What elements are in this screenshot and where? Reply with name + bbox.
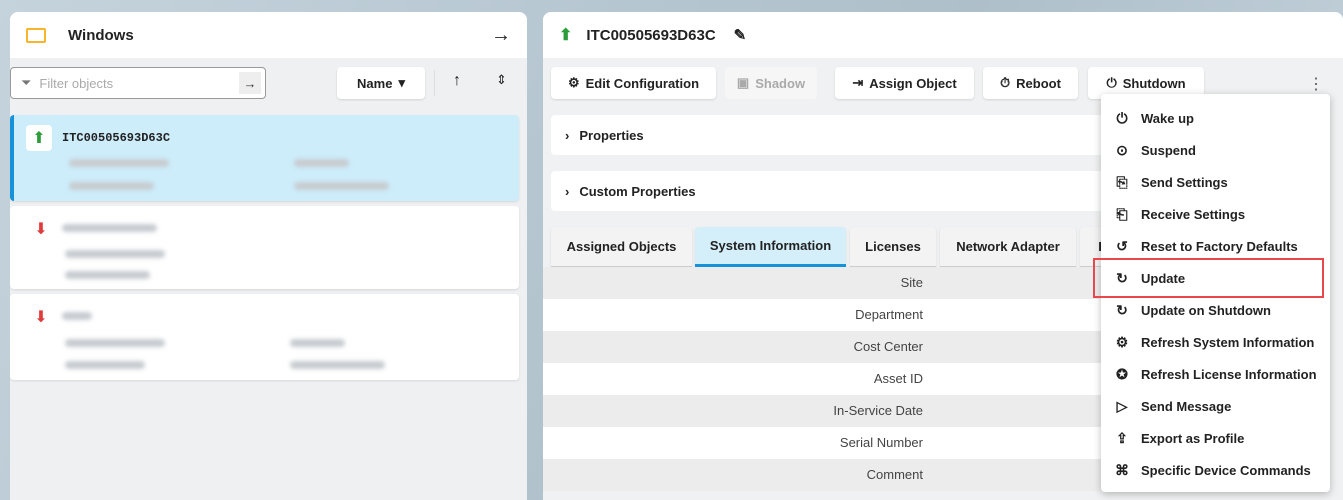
power-icon: ⏻ [1106,75,1117,90]
edit-pencil-icon[interactable]: ✎ [733,27,747,44]
sort-dropdown[interactable]: Name ▾ [337,67,425,99]
list-item[interactable]: ⬆ ITC00505693D63C [10,115,519,201]
menu-item-label: Send Settings [1141,174,1228,190]
refresh-icon: ↻ [1116,301,1128,318]
button-label: Shutdown [1122,75,1186,91]
device-online-icon: ⬆ [559,27,573,44]
menu-item-refresh-license-information[interactable]: ✪ Refresh License Information [1101,358,1330,390]
custom-properties-section[interactable]: › Custom Properties [551,171,1111,211]
panel-title: Windows [68,26,134,44]
sort-label: Name [357,75,393,91]
tab-assigned-objects[interactable]: Assigned Objects [551,227,692,267]
filter-submit-button[interactable]: → [239,72,261,94]
shadow-button[interactable]: ▣ Shadow [725,67,817,99]
folder-icon [26,27,46,43]
menu-item-send-settings[interactable]: ⎘ Send Settings [1101,166,1330,198]
menu-item-label: Wake up [1141,110,1194,126]
section-label: Custom Properties [579,183,696,199]
filter-icon: ⏷ [21,75,32,90]
tab-network-adapter[interactable]: Network Adapter [940,227,1076,267]
section-label: Properties [579,127,644,143]
more-options-icon[interactable]: ⋮ [1308,76,1324,93]
button-label: Assign Object [869,75,957,91]
menu-item-label: Update on Shutdown [1141,302,1271,318]
menu-item-label: Suspend [1141,142,1196,158]
menu-item-export-as-profile[interactable]: ⇪ Export as Profile [1101,422,1330,454]
menu-item-label: Receive Settings [1141,206,1246,222]
field-row: Department [543,299,1103,331]
menu-item-refresh-system-information[interactable]: ⚙ Refresh System Information [1101,326,1330,358]
menu-item-reset-to-factory-defaults[interactable]: ↺ Reset to Factory Defaults [1101,230,1330,262]
properties-section[interactable]: › Properties [551,115,1111,155]
menu-item-update-on-shutdown[interactable]: ↻ Update on Shutdown [1101,294,1330,326]
shutdown-button[interactable]: ⏻ Shutdown [1088,67,1204,99]
caret-down-icon: ▾ [398,75,405,90]
export-icon: ⇪ [1116,429,1128,446]
edit-configuration-button[interactable]: ⚙ Edit Configuration [551,67,716,99]
menu-item-label: Reset to Factory Defaults [1141,238,1298,254]
field-row: In-Service Date [543,395,1103,427]
tab-licenses[interactable]: Licenses [850,227,936,267]
item-name: ITC00505693D63C [62,131,171,145]
chevron-right-icon: › [565,183,570,199]
monitor-icon: ▣ [736,75,750,90]
menu-item-send-message[interactable]: ▷ Send Message [1101,390,1330,422]
gears-icon: ⚙ [1115,333,1129,350]
list-item[interactable]: ⬇ [10,206,519,289]
menu-item-label: Refresh License Information [1141,366,1317,382]
menu-item-specific-device-commands[interactable]: ⌘ Specific Device Commands [1101,454,1330,486]
device-online-icon: ⬆ [26,125,52,151]
menu-item-label: Export as Profile [1141,430,1245,446]
suspend-icon: ⊙ [1116,141,1128,158]
menu-item-label: Refresh System Information [1141,334,1315,350]
list-item[interactable]: ⬇ [10,294,519,380]
field-row: Cost Center [543,331,1103,363]
expand-arrow-icon[interactable]: → [491,23,511,46]
chevron-right-icon: › [565,127,570,143]
button-label: Shadow [755,75,806,91]
filter-input[interactable]: ⏷ Filter objects → [10,67,266,99]
detail-title: ITC00505693D63C [586,26,716,44]
button-label: Reboot [1016,75,1061,91]
menu-item-label: Specific Device Commands [1141,462,1311,478]
field-row: Serial Number [543,427,1103,459]
receive-settings-icon: ⎗ [1116,205,1128,222]
send-settings-icon: ⎘ [1116,173,1128,190]
send-icon: ▷ [1116,397,1128,414]
panel-header: Windows → [10,12,527,58]
button-label: Edit Configuration [585,75,700,91]
menu-item-label: Update [1141,270,1186,286]
menu-item-wake-up[interactable]: ⏻ Wake up [1101,102,1330,134]
actions-menu: ⏻ Wake up ⊙ Suspend ⎘ Send Settings ⎗ Receive S… [1101,94,1330,492]
tab-system-information[interactable]: System Information [695,227,846,267]
detail-header: ⬆ ITC00505693D63C ✎ [543,12,1343,58]
timer-icon: ⏱ [1000,75,1011,90]
sort-ascending-icon[interactable]: ↑ [453,72,461,89]
field-row: Asset ID [543,363,1103,395]
assign-icon: ⇥ [852,75,864,90]
field-row: Site [543,267,1103,299]
device-offline-icon: ⬇ [34,309,48,326]
reset-icon: ↺ [1116,237,1128,254]
device-offline-icon: ⬇ [34,221,48,238]
field-row: Comment [543,459,1103,491]
reboot-button[interactable]: ⏱ Reboot [983,67,1078,99]
menu-item-update[interactable]: ↻ Update [1101,262,1330,294]
filter-placeholder: Filter objects [39,75,114,91]
divider [434,70,435,96]
assign-object-button[interactable]: ⇥ Assign Object [835,67,974,99]
object-list-panel: Windows → ⏷ Filter objects → Name ▾ ↑ ⇕ ⬆… [10,12,527,500]
power-icon: ⏻ [1116,109,1128,126]
refresh-icon: ↻ [1116,269,1128,286]
command-icon: ⌘ [1115,461,1129,478]
menu-item-label: Send Message [1141,398,1232,414]
menu-item-suspend[interactable]: ⊙ Suspend [1101,134,1330,166]
collapse-icon[interactable]: ⇕ [496,72,507,87]
menu-item-receive-settings[interactable]: ⎗ Receive Settings [1101,198,1330,230]
license-icon: ✪ [1116,365,1128,382]
gear-icon: ⚙ [567,75,580,90]
